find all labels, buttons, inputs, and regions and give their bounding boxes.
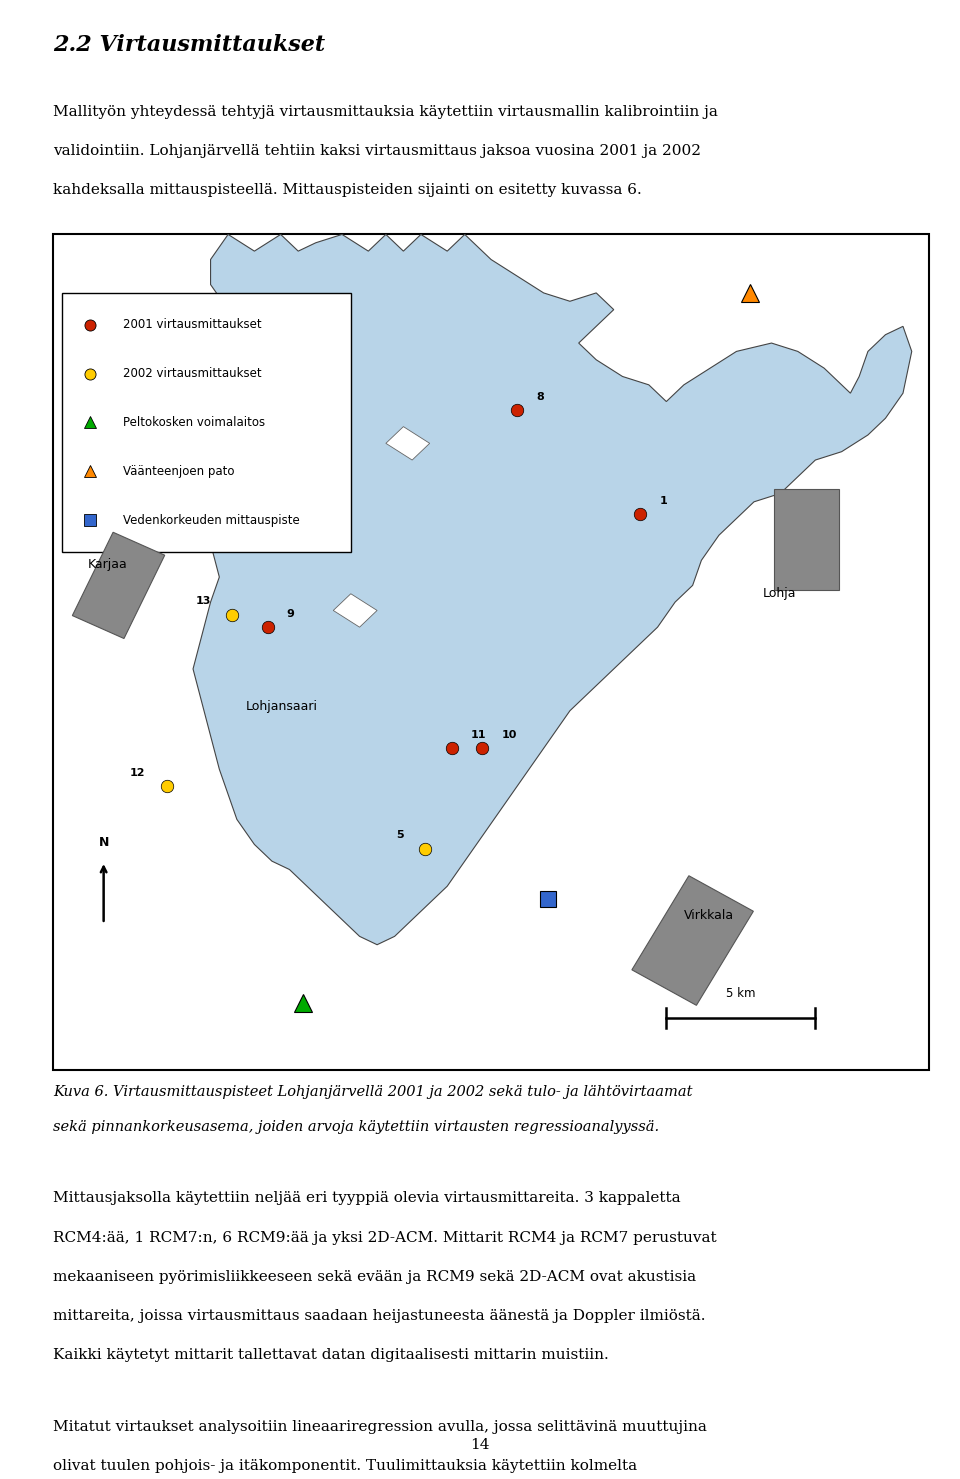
Text: Mittausjaksolla käytettiin neljää eri tyyppiä olevia virtausmittareita. 3 kappal: Mittausjaksolla käytettiin neljää eri ty…	[53, 1192, 681, 1205]
Polygon shape	[272, 469, 316, 501]
Text: Kaikki käytetyt mittarit tallettavat datan digitaalisesti mittarin muistiin.: Kaikki käytetyt mittarit tallettavat dat…	[53, 1349, 609, 1362]
Text: Peltokosken voimalaitos: Peltokosken voimalaitos	[123, 416, 265, 429]
Text: Virkkala: Virkkala	[684, 910, 734, 921]
Text: 14: 14	[470, 1439, 490, 1452]
Text: 11: 11	[471, 731, 487, 740]
Text: 5: 5	[396, 830, 403, 840]
Text: 9: 9	[287, 609, 295, 618]
Text: kahdeksalla mittauspisteellä. Mittauspisteiden sijainti on esitetty kuvassa 6.: kahdeksalla mittauspisteellä. Mittauspis…	[53, 183, 641, 197]
Text: sekä pinnankorkeusasema, joiden arvoja käytettiin virtausten regressioanalyyssä.: sekä pinnankorkeusasema, joiden arvoja k…	[53, 1121, 659, 1134]
Text: mekaaniseen pyörimisliikkeeseen sekä evään ja RCM9 sekä 2D-ACM ovat akustisia: mekaaniseen pyörimisliikkeeseen sekä evä…	[53, 1269, 696, 1284]
Text: olivat tuulen pohjois- ja itäkomponentit. Tuulimittauksia käytettiin kolmelta: olivat tuulen pohjois- ja itäkomponentit…	[53, 1458, 636, 1473]
Polygon shape	[193, 235, 912, 945]
Polygon shape	[333, 593, 377, 627]
Text: 2001 virtausmittaukset: 2001 virtausmittaukset	[123, 318, 261, 331]
Text: 12: 12	[130, 768, 145, 778]
Text: 8: 8	[537, 392, 544, 402]
Text: N: N	[99, 836, 108, 849]
Polygon shape	[386, 426, 430, 460]
Text: mittareita, joissa virtausmittaus saadaan heijastuneesta äänestä ja Doppler ilmi: mittareita, joissa virtausmittaus saadaa…	[53, 1309, 706, 1322]
Text: Mitatut virtaukset analysoitiin lineaariregression avulla, jossa selittävinä muu: Mitatut virtaukset analysoitiin lineaari…	[53, 1420, 707, 1433]
Text: Väänteenjoen pato: Väänteenjoen pato	[123, 464, 234, 478]
Text: 13: 13	[195, 596, 210, 606]
Bar	[61, 293, 350, 552]
Text: validointiin. Lohjanjärvellä tehtiin kaksi virtausmittaus jaksoa vuosina 2001 ja: validointiin. Lohjanjärvellä tehtiin kak…	[53, 145, 701, 158]
Text: Vedenkorkeuden mittauspiste: Vedenkorkeuden mittauspiste	[123, 513, 300, 527]
Bar	[53, 235, 929, 1071]
Text: Karjaa: Karjaa	[88, 558, 128, 571]
Text: 2.2 Virtausmittaukset: 2.2 Virtausmittaukset	[53, 34, 324, 56]
Text: 2002 virtausmittaukset: 2002 virtausmittaukset	[123, 367, 261, 380]
Text: Mallityön yhteydessä tehtyjä virtausmittauksia käytettiin virtausmallin kalibroi: Mallityön yhteydessä tehtyjä virtausmitt…	[53, 105, 718, 118]
Text: Lohja: Lohja	[763, 587, 796, 600]
Text: 1: 1	[660, 495, 667, 506]
Text: 5 km: 5 km	[726, 986, 756, 1000]
Polygon shape	[632, 876, 754, 1006]
Polygon shape	[72, 532, 165, 639]
Text: RCM4:ää, 1 RCM7:n, 6 RCM9:ää ja yksi 2D-ACM. Mittarit RCM4 ja RCM7 perustuvat: RCM4:ää, 1 RCM7:n, 6 RCM9:ää ja yksi 2D-…	[53, 1231, 716, 1244]
Text: 10: 10	[501, 731, 516, 740]
Polygon shape	[774, 490, 839, 590]
Text: Lohjansaari: Lohjansaari	[246, 700, 318, 713]
Text: Kuva 6. Virtausmittauspisteet Lohjanjärvellä 2001 ja 2002 sekä tulo- ja lähtövir: Kuva 6. Virtausmittauspisteet Lohjanjärv…	[53, 1086, 692, 1099]
